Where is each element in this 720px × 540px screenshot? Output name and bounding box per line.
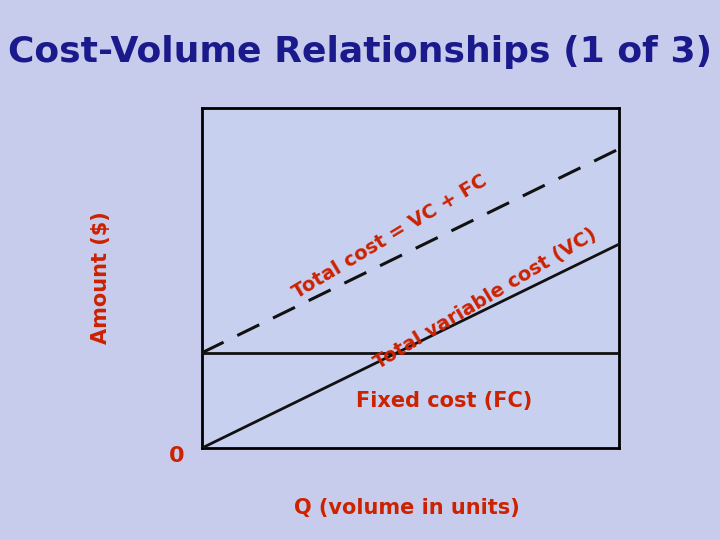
- Text: Fixed cost (FC): Fixed cost (FC): [356, 390, 532, 410]
- Text: Q (volume in units): Q (volume in units): [294, 497, 520, 518]
- Text: Total cost = VC + FC: Total cost = VC + FC: [289, 172, 490, 303]
- Text: Total variable cost (VC): Total variable cost (VC): [371, 225, 600, 373]
- Text: Cost-Volume Relationships (1 of 3): Cost-Volume Relationships (1 of 3): [8, 35, 712, 69]
- Text: 0: 0: [168, 446, 184, 467]
- Text: Amount ($): Amount ($): [91, 212, 111, 345]
